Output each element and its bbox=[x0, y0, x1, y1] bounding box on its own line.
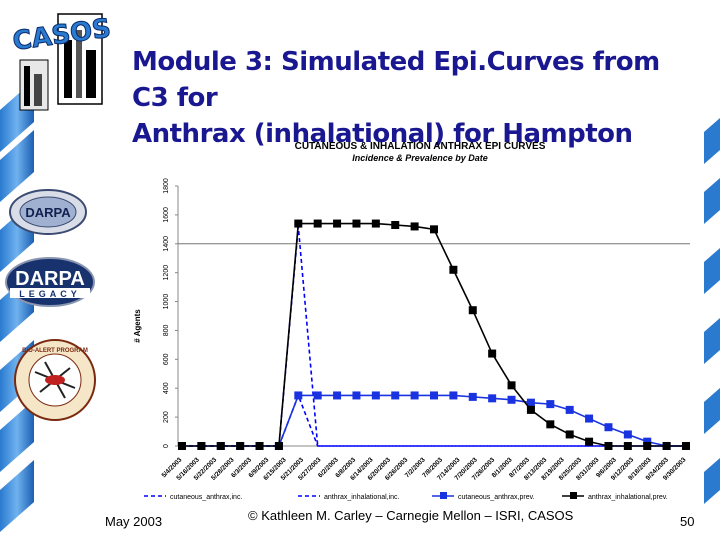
y-tick-label: 200 bbox=[163, 411, 170, 423]
data-point bbox=[430, 391, 438, 400]
epi-curve-chart: CUTANEOUS & INHALATION ANTHRAX EPI CURVE… bbox=[133, 141, 690, 501]
darpa-seal: DARPA bbox=[9, 189, 87, 235]
data-point bbox=[468, 306, 477, 315]
y-tick-label: 1200 bbox=[163, 265, 170, 281]
series-line-2 bbox=[182, 394, 686, 447]
series-line-3 bbox=[182, 222, 686, 447]
y-tick-label: 0 bbox=[163, 444, 170, 448]
data-point bbox=[585, 437, 594, 446]
y-tick-label: 600 bbox=[163, 353, 170, 365]
data-point bbox=[371, 391, 380, 400]
y-axis-label: # Agents bbox=[133, 309, 142, 343]
data-point bbox=[391, 221, 400, 229]
data-point bbox=[352, 391, 361, 400]
y-tick-label: 400 bbox=[163, 382, 170, 394]
data-point bbox=[585, 414, 594, 423]
series-line-1 bbox=[182, 393, 686, 447]
footer-date: May 2003 bbox=[105, 514, 163, 529]
page-number: 50 bbox=[680, 514, 695, 529]
legend-label-1: anthrax_inhalational,inc. bbox=[324, 494, 400, 501]
data-point bbox=[430, 225, 438, 234]
data-point bbox=[313, 219, 322, 228]
data-point bbox=[546, 400, 555, 409]
y-tick-label: 1600 bbox=[163, 207, 170, 223]
legend-label-3: anthrax_inhalational,prev. bbox=[588, 494, 668, 501]
data-point bbox=[294, 391, 303, 400]
data-point bbox=[255, 442, 264, 450]
data-point bbox=[604, 442, 613, 450]
legend-label-2: cutaneous_anthrax,prev. bbox=[458, 494, 535, 501]
data-point bbox=[410, 222, 419, 231]
slide-title-line1: Module 3: Simulated Epi.Curves from C3 f… bbox=[132, 47, 660, 113]
y-tick-label: 800 bbox=[163, 325, 170, 337]
svg-text:LEGACY: LEGACY bbox=[19, 289, 81, 299]
data-point bbox=[507, 395, 516, 404]
data-point bbox=[643, 437, 652, 446]
data-point bbox=[449, 265, 458, 274]
right-decoration bbox=[704, 118, 720, 504]
ribbon-graphic bbox=[0, 80, 34, 532]
data-point bbox=[178, 442, 186, 450]
data-point bbox=[546, 420, 555, 429]
svg-text:BIO-ALERT PROGRAM: BIO-ALERT PROGRAM bbox=[22, 348, 88, 354]
chart-title: CUTANEOUS & INHALATION ANTHRAX EPI CURVE… bbox=[295, 141, 546, 152]
left-decoration: CASOS DARPA DARPA LEGACY BIO-ALERT PROGR… bbox=[0, 13, 110, 532]
footer-credit: © Kathleen M. Carley – Carnegie Mellon –… bbox=[248, 508, 574, 523]
data-point bbox=[565, 405, 574, 414]
data-point bbox=[333, 219, 342, 228]
legend-marker-2 bbox=[440, 492, 447, 499]
legend-label-0: cutaneous_anthrax,inc. bbox=[170, 494, 242, 501]
data-point bbox=[623, 442, 632, 450]
svg-text:DARPA: DARPA bbox=[25, 205, 71, 220]
data-point bbox=[410, 391, 419, 400]
casos-logo: CASOS bbox=[10, 13, 110, 111]
data-point bbox=[352, 219, 361, 228]
data-point bbox=[197, 442, 206, 450]
data-point bbox=[371, 219, 380, 228]
y-tick-label: 1800 bbox=[163, 178, 170, 194]
data-point bbox=[294, 219, 303, 228]
data-point bbox=[643, 442, 652, 450]
svg-text:DARPA: DARPA bbox=[15, 268, 85, 290]
data-point bbox=[682, 442, 690, 450]
y-tick-label: 1000 bbox=[163, 294, 170, 310]
chart-subtitle: Incidence & Prevalence by Date bbox=[352, 153, 488, 163]
series-line-0 bbox=[182, 226, 686, 447]
darpa-legacy-logo: DARPA LEGACY bbox=[5, 257, 95, 307]
data-point bbox=[391, 391, 400, 400]
bio-alert-logo: BIO-ALERT PROGRAM bbox=[14, 339, 96, 421]
data-point bbox=[488, 349, 497, 358]
slide-title-line2: Anthrax (inhalational) for Hampton bbox=[132, 119, 633, 149]
data-point bbox=[526, 405, 535, 414]
data-point bbox=[623, 430, 632, 439]
data-point bbox=[526, 398, 535, 407]
data-point bbox=[449, 391, 458, 400]
data-point bbox=[274, 442, 283, 450]
data-point bbox=[216, 442, 225, 450]
data-point bbox=[507, 381, 516, 390]
data-point bbox=[313, 391, 322, 400]
data-point bbox=[488, 394, 497, 403]
y-tick-label: 1400 bbox=[163, 236, 170, 252]
data-point bbox=[236, 442, 245, 450]
data-point bbox=[565, 430, 574, 439]
data-point bbox=[333, 391, 342, 400]
data-point bbox=[662, 442, 671, 450]
data-point bbox=[604, 423, 613, 432]
data-point bbox=[468, 392, 477, 401]
legend-marker-3 bbox=[570, 492, 577, 499]
slide-title: Module 3: Simulated Epi.Curves from C3 f… bbox=[132, 44, 702, 152]
